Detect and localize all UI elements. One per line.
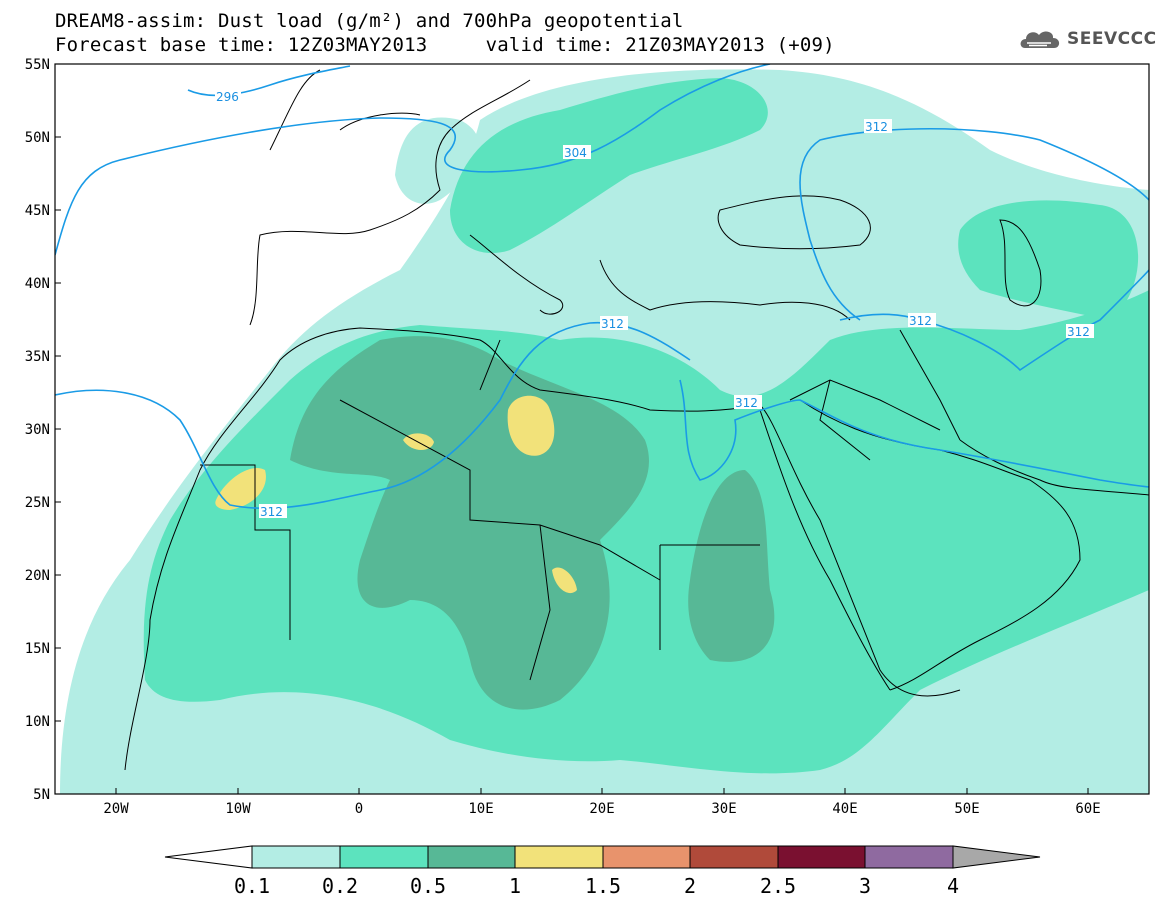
dust-field-1-libya bbox=[507, 395, 555, 456]
contour-304 bbox=[55, 64, 771, 256]
colorbar-box bbox=[689, 845, 779, 869]
contour-label-304: 304 bbox=[564, 146, 587, 160]
logo-text: SEEVCCC bbox=[1067, 29, 1157, 49]
border-middle-east bbox=[789, 329, 961, 461]
coastline-africa bbox=[124, 327, 961, 771]
dust-field-1-chad bbox=[552, 567, 577, 594]
chart-title-line-1: DREAM8-assim: Dust load (g/m²) and 700hP… bbox=[55, 10, 684, 32]
colorbar-low-triangle bbox=[164, 845, 253, 869]
lat-label: 45N bbox=[25, 203, 50, 219]
lon-label: 60E bbox=[1075, 801, 1100, 817]
lat-label: 10N bbox=[25, 714, 50, 730]
colorbar-tick-label: 4 bbox=[947, 874, 959, 898]
coastline-red-sea bbox=[759, 409, 891, 691]
lat-label: 25N bbox=[25, 495, 50, 511]
dust-fields bbox=[55, 64, 1149, 794]
contour-label-bg bbox=[563, 145, 591, 159]
colorbar-tick-label: 1.5 bbox=[585, 874, 621, 898]
coastline-greece-turkey bbox=[599, 259, 851, 321]
lat-label: 30N bbox=[25, 422, 50, 438]
dust-field-0.2-balkans bbox=[450, 78, 768, 254]
colorbar-box bbox=[777, 845, 866, 869]
chart-title-line-2: Forecast base time: 12Z03MAY2013 valid t… bbox=[55, 34, 835, 56]
contour-label-bg bbox=[1066, 324, 1094, 338]
lat-label: 5N bbox=[33, 787, 50, 803]
contour-label-312: 312 bbox=[260, 505, 283, 519]
lat-label: 50N bbox=[25, 130, 50, 146]
dust-field-0.5 bbox=[290, 336, 649, 710]
colorbar-tick-label: 0.1 bbox=[234, 874, 270, 898]
colorbar-tick-label: 3 bbox=[859, 874, 871, 898]
coastline-italy bbox=[469, 234, 563, 315]
lon-label: 10E bbox=[468, 801, 493, 817]
coastlines-and-borders bbox=[124, 69, 1149, 771]
coastline-black-sea bbox=[717, 195, 871, 250]
lat-label: 40N bbox=[25, 276, 50, 292]
contour-label-312: 312 bbox=[735, 396, 758, 410]
contour-296 bbox=[187, 65, 351, 97]
colorbar-box bbox=[602, 845, 691, 869]
contour-label-bg bbox=[600, 316, 628, 330]
colorbar-tick-label: 2.5 bbox=[760, 874, 796, 898]
colorbar-tick-label: 1 bbox=[509, 874, 521, 898]
contour-label-312: 312 bbox=[1067, 325, 1090, 339]
contour-312-turkey bbox=[799, 128, 1149, 321]
contour-312-east bbox=[679, 379, 1149, 488]
colorbar-box bbox=[251, 845, 341, 869]
coastline-europe bbox=[249, 79, 531, 326]
lon-label: 10W bbox=[225, 801, 251, 817]
lon-label: 20E bbox=[589, 801, 614, 817]
contour-label-bg bbox=[734, 395, 762, 409]
coastline-persian-gulf bbox=[959, 439, 1149, 496]
lat-label: 20N bbox=[25, 568, 50, 584]
contour-label-296: 296 bbox=[216, 90, 239, 104]
latitude-axis: 55N 50N 45N 40N 35N 30N 25N 20N 15N 10N … bbox=[25, 57, 61, 803]
contour-312-north bbox=[839, 269, 1149, 372]
colorbar-high-triangle bbox=[952, 845, 1041, 869]
colorbar-box bbox=[427, 845, 516, 869]
dust-field-0.5-sudan bbox=[688, 470, 775, 662]
geopotential-contours bbox=[55, 64, 1149, 510]
colorbar-box bbox=[339, 845, 429, 869]
colorbar-box bbox=[514, 845, 604, 869]
contour-312-west bbox=[55, 321, 691, 510]
lon-label: 0 bbox=[355, 801, 363, 817]
contour-label-312: 312 bbox=[909, 314, 932, 328]
contour-label-bg bbox=[259, 504, 287, 518]
seevccc-logo: SEEVCCC bbox=[1017, 26, 1157, 52]
contour-labels: 296 304 312 312 312 312 312 312 bbox=[215, 89, 1094, 519]
contour-label-bg bbox=[864, 119, 892, 133]
longitude-axis: 20W 10W 0 10E 20E 30E 40E 50E 60E bbox=[103, 788, 1101, 817]
contour-label-bg bbox=[215, 89, 241, 103]
cloud-logo-icon bbox=[1020, 31, 1060, 48]
colorbar-box bbox=[864, 845, 954, 869]
colorbar-tick-label: 2 bbox=[684, 874, 696, 898]
dust-field-1-sahara-west bbox=[215, 468, 266, 510]
border-north-africa bbox=[200, 339, 760, 681]
contour-label-312: 312 bbox=[601, 317, 624, 331]
lon-label: 40E bbox=[832, 801, 857, 817]
contour-label-312: 312 bbox=[865, 120, 888, 134]
lon-label: 20W bbox=[103, 801, 129, 817]
lon-label: 50E bbox=[954, 801, 979, 817]
coastline-caspian bbox=[999, 219, 1042, 307]
lon-label: 30E bbox=[711, 801, 736, 817]
contour-label-bg bbox=[908, 313, 936, 327]
colorbar-tick-label: 0.5 bbox=[410, 874, 446, 898]
lat-label: 15N bbox=[25, 641, 50, 657]
lat-label: 35N bbox=[25, 349, 50, 365]
lat-label: 55N bbox=[25, 57, 50, 73]
colorbar-tick-label: 0.2 bbox=[322, 874, 358, 898]
colorbar: 0.1 0.2 0.5 1 1.5 2 2.5 3 4 bbox=[164, 845, 1041, 898]
